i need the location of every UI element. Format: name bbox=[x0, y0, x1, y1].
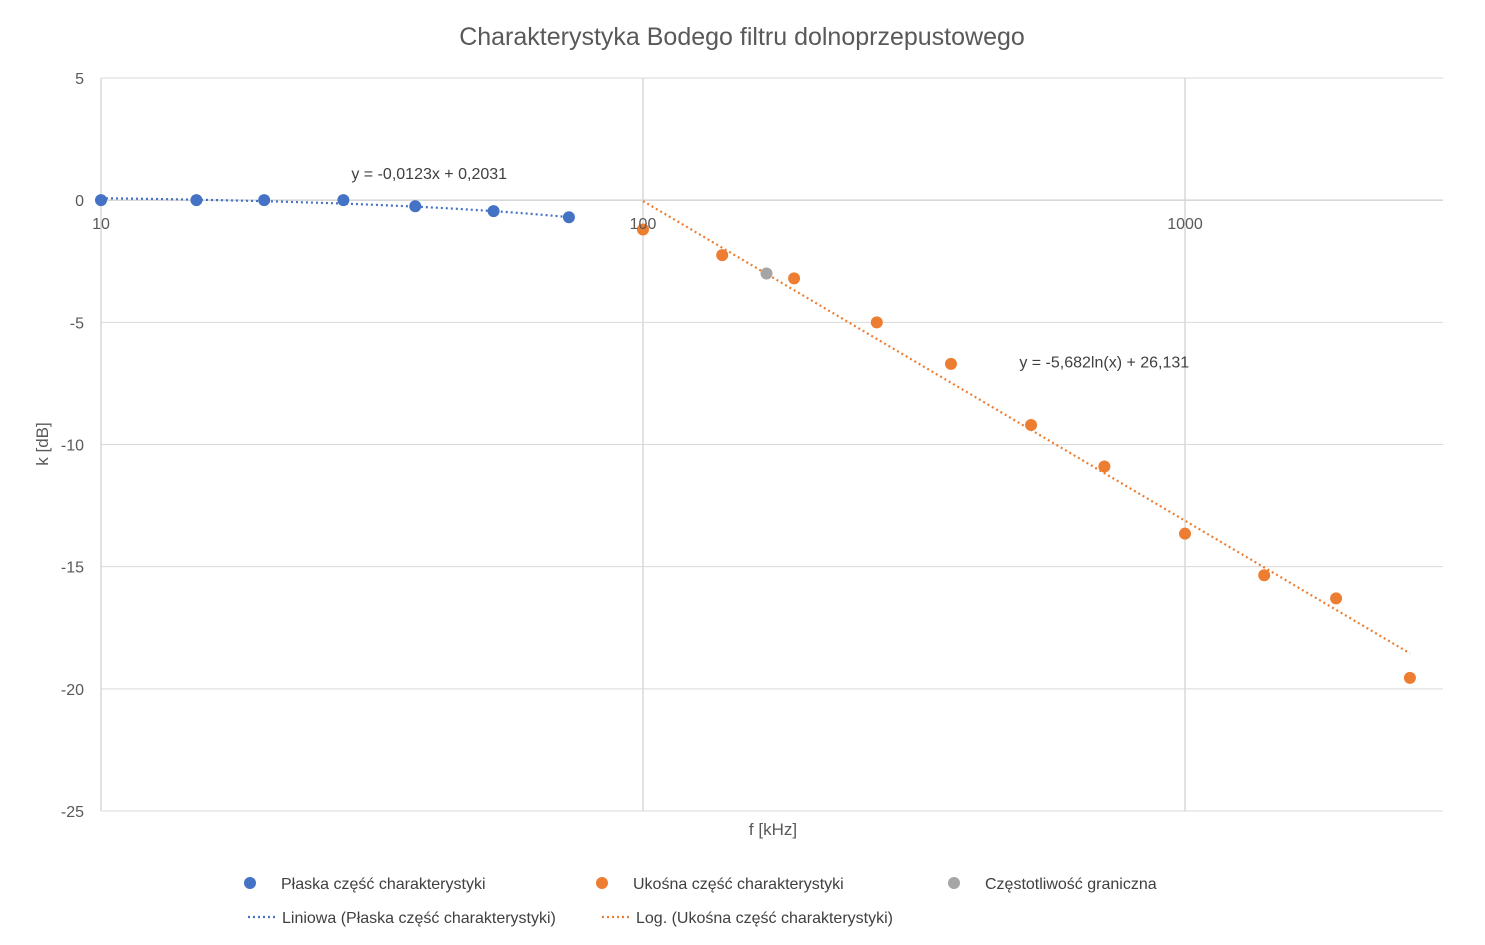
legend-marker bbox=[244, 877, 256, 889]
tick-labels: 5 0 -5 -10 -15 -20 -25 10 100 1000 bbox=[61, 71, 1203, 821]
y-tick-label: 0 bbox=[75, 193, 84, 210]
data-point bbox=[190, 194, 203, 207]
data-point bbox=[95, 194, 107, 207]
trendline-equation: y = -0,0123x + 0,2031 bbox=[351, 166, 507, 183]
legend-label: Częstotliwość graniczna bbox=[985, 876, 1157, 893]
data-point bbox=[870, 316, 883, 329]
data-point bbox=[716, 249, 729, 262]
legend-label: Płaska część charakterystyki bbox=[281, 876, 486, 893]
legend-label: Liniowa (Płaska część charakterystyki) bbox=[282, 910, 556, 927]
legend-entry: Liniowa (Płaska część charakterystyki) bbox=[248, 910, 556, 927]
data-point bbox=[1179, 527, 1191, 540]
data-point bbox=[1025, 418, 1038, 431]
y-tick-label: 5 bbox=[75, 71, 84, 88]
data-point bbox=[1330, 592, 1343, 605]
chart-title: Charakterystyka Bodego filtru dolnoprzep… bbox=[459, 23, 1025, 51]
x-tick-label: 100 bbox=[630, 216, 657, 233]
legend-label: Ukośna część charakterystyki bbox=[633, 876, 844, 893]
trendline-equation: y = -5,682ln(x) + 26,131 bbox=[1019, 355, 1189, 372]
legend-entry: Płaska część charakterystyki bbox=[244, 876, 486, 893]
x-axis-label: f [kHz] bbox=[749, 820, 797, 839]
data-point bbox=[562, 211, 575, 224]
legend: Płaska część charakterystyki Ukośna część… bbox=[244, 876, 1157, 927]
trendlines bbox=[100, 197, 1411, 655]
trendline bbox=[100, 197, 570, 219]
data-point bbox=[258, 194, 271, 207]
data-point bbox=[944, 357, 957, 370]
legend-label: Log. (Ukośna część charakterystyki) bbox=[636, 910, 893, 927]
legend-marker bbox=[596, 877, 608, 889]
legend-entry: Ukośna część charakterystyki bbox=[596, 876, 844, 893]
data-point bbox=[1258, 569, 1271, 582]
y-tick-label: -5 bbox=[70, 315, 84, 332]
legend-entry: Częstotliwość graniczna bbox=[948, 876, 1157, 893]
x-tick-label: 1000 bbox=[1167, 216, 1203, 233]
data-point bbox=[760, 267, 773, 280]
y-tick-label: -15 bbox=[61, 560, 84, 577]
data-point bbox=[487, 205, 500, 218]
grid bbox=[100, 77, 1443, 812]
y-axis-label: k [dB] bbox=[33, 422, 52, 465]
legend-marker bbox=[948, 877, 960, 889]
trendline-equations: y = -0,0123x + 0,2031 y = -5,682ln(x) + 2… bbox=[351, 166, 1189, 371]
data-point bbox=[337, 194, 350, 207]
data-point bbox=[1403, 671, 1416, 684]
x-tick-label: 10 bbox=[92, 216, 110, 233]
y-tick-label: -25 bbox=[61, 804, 84, 821]
y-tick-label: -10 bbox=[61, 438, 84, 455]
data-point bbox=[409, 200, 422, 213]
data-point bbox=[637, 223, 649, 236]
y-tick-label: -20 bbox=[61, 682, 84, 699]
data-points bbox=[95, 194, 1416, 684]
legend-entry: Log. (Ukośna część charakterystyki) bbox=[602, 910, 893, 927]
data-point bbox=[788, 272, 801, 285]
data-point bbox=[1098, 460, 1111, 473]
